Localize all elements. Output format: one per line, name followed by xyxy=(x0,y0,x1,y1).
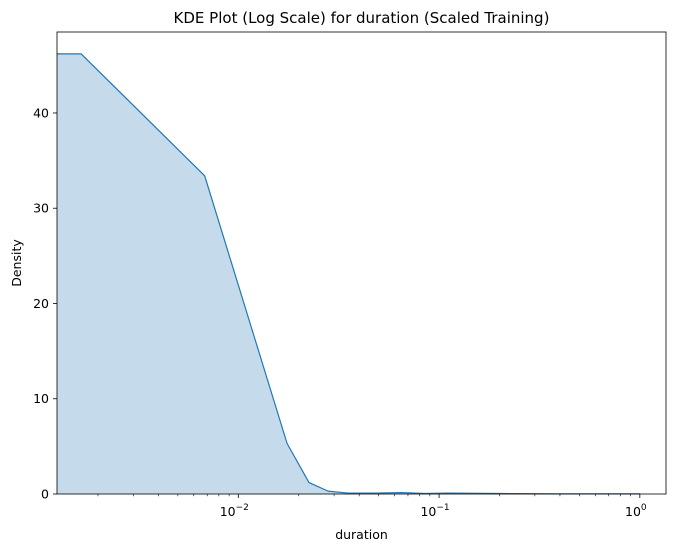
x-tick-label: 100 xyxy=(625,503,647,519)
density-area xyxy=(57,53,640,494)
plot-area: 0 10 20 30 40 10−2 10−1 100 xyxy=(33,31,667,519)
chart-title: KDE Plot (Log Scale) for duration (Scale… xyxy=(174,9,550,27)
y-tick-label: 20 xyxy=(33,296,49,311)
y-tick-label: 0 xyxy=(41,487,49,502)
y-tick-label: 30 xyxy=(33,201,49,216)
y-tick-label: 10 xyxy=(33,391,49,406)
x-tick-label: 10−2 xyxy=(220,503,249,519)
x-tick-label: 10−1 xyxy=(420,503,449,519)
plot-frame xyxy=(56,31,667,495)
x-axis-label: duration xyxy=(335,527,388,542)
y-tick-label: 40 xyxy=(33,105,49,120)
y-axis-label: Density xyxy=(9,239,24,287)
